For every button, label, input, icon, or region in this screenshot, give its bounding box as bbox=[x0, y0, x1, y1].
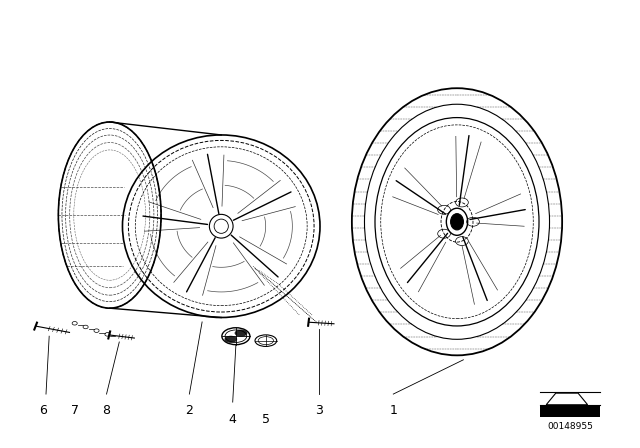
Bar bbox=[540, 405, 600, 417]
Text: 4: 4 bbox=[228, 413, 237, 426]
Polygon shape bbox=[546, 393, 588, 405]
Text: 00148955: 00148955 bbox=[547, 422, 593, 431]
Text: 6: 6 bbox=[39, 404, 47, 418]
Text: 2: 2 bbox=[186, 404, 193, 418]
Text: 5: 5 bbox=[262, 413, 270, 426]
Text: 3: 3 bbox=[315, 404, 323, 418]
Ellipse shape bbox=[225, 336, 237, 343]
Text: 8: 8 bbox=[102, 404, 111, 418]
Ellipse shape bbox=[451, 214, 463, 230]
Text: 1: 1 bbox=[389, 404, 397, 418]
Ellipse shape bbox=[235, 330, 247, 336]
Text: 7: 7 bbox=[70, 404, 79, 418]
